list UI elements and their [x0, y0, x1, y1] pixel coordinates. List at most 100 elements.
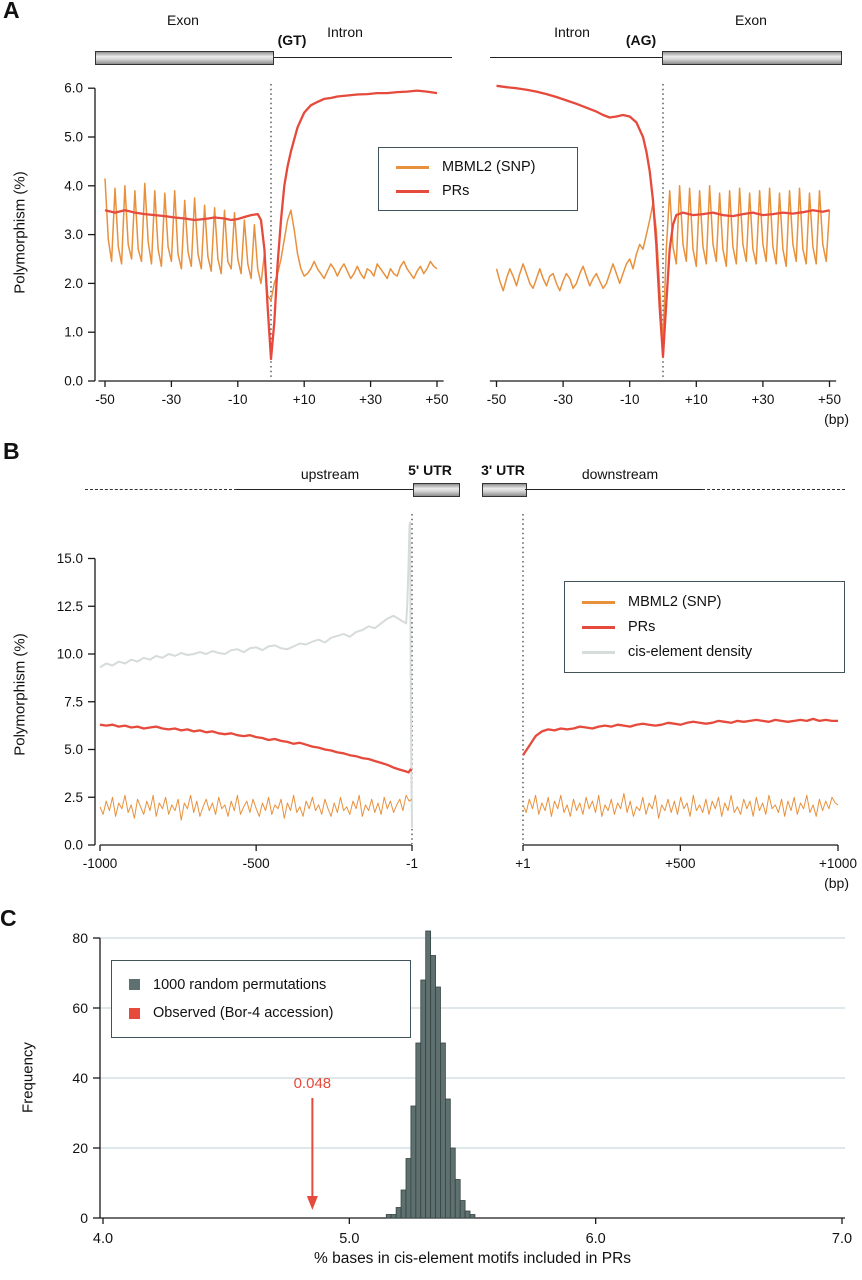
hist-bar [410, 1105, 417, 1219]
hist-bar [425, 930, 432, 1219]
svg-text:12.5: 12.5 [57, 599, 83, 614]
downstream-line [525, 489, 702, 490]
panel-c-chart: 0 20 40 60 80 4.0 5.0 6.0 7.0 0.048 [72, 930, 852, 1247]
panel-c-label: C [0, 905, 17, 931]
svg-text:(bp): (bp) [824, 875, 849, 891]
svg-text:6.0: 6.0 [64, 81, 83, 96]
svg-text:2.0: 2.0 [64, 276, 83, 291]
series-MBML2 (SNP) [522, 792, 839, 819]
hist-bar [435, 986, 441, 1219]
svg-text:15.0: 15.0 [57, 551, 83, 566]
exon-label-left: Exon [167, 12, 199, 28]
svg-text:+50: +50 [818, 392, 841, 407]
exon-label-right: Exon [735, 12, 767, 28]
svg-text:6.0: 6.0 [586, 1231, 606, 1247]
legend-item-cis-density: cis-element density [565, 644, 844, 660]
svg-text:+30: +30 [359, 392, 382, 407]
svg-text:5.0: 5.0 [64, 130, 83, 145]
svg-text:(bp): (bp) [824, 411, 849, 427]
legend-panel-c: 1000 random permutations Observed (Bor-4… [111, 960, 411, 1038]
svg-text:+500: +500 [665, 856, 695, 871]
svg-text:+10: +10 [685, 392, 708, 407]
legend-label: cis-element density [628, 644, 753, 660]
mbml2-line-swatch [396, 165, 429, 169]
hist-bar [420, 979, 427, 1219]
panel-c-y-axis-title: Frequency [19, 1042, 37, 1113]
svg-text:4.0: 4.0 [93, 1231, 113, 1247]
legend-label: PRs [628, 619, 656, 635]
hist-bar [459, 1200, 466, 1219]
svg-text:+10: +10 [293, 392, 316, 407]
legend-item-mbml2: MBML2 (SNP) [379, 159, 577, 175]
panel-b-chart: 0.0 2.5 5.0 7.5 10.0 12.5 15.0 -1000 -500 -1 +1 +50… [57, 514, 857, 891]
svg-text:-30: -30 [553, 392, 573, 407]
prs-line-swatch [582, 625, 615, 629]
cis-density-line-swatch [582, 650, 615, 654]
panel-b-label: B [3, 438, 20, 464]
hist-bar [449, 1147, 456, 1219]
hist-bar [390, 1214, 397, 1219]
intron-line-left [272, 57, 452, 58]
svg-text:7.0: 7.0 [832, 1231, 852, 1247]
svg-text:60: 60 [72, 1000, 88, 1016]
svg-text:5.0: 5.0 [339, 1231, 359, 1247]
utr5-label: 5' UTR [408, 462, 452, 478]
svg-text:10.0: 10.0 [57, 647, 83, 662]
legend-label: PRs [442, 183, 470, 199]
legend-label: Observed (Bor-4 accession) [153, 1005, 334, 1022]
panel-a-label: A [3, 0, 20, 23]
series-MBML2 (SNP) [99, 794, 413, 821]
panel-b-y-axis-title: Polymorphism (%) [11, 633, 29, 756]
intron-line-right [490, 57, 662, 58]
svg-text:40: 40 [72, 1070, 88, 1086]
hist-bar [469, 1214, 476, 1219]
intron-label-right: Intron [554, 24, 590, 40]
panel-c-x-axis-title: % bases in cis-element motifs included i… [313, 1250, 632, 1267]
legend-item-mbml2: MBML2 (SNP) [565, 594, 844, 610]
observed-square-swatch [129, 1007, 140, 1019]
svg-text:-50: -50 [487, 392, 507, 407]
svg-text:0.0: 0.0 [64, 374, 83, 389]
observed-arrowhead [306, 1196, 318, 1210]
hist-bar [444, 1098, 451, 1219]
hist-bar [405, 1158, 412, 1219]
svg-text:+50: +50 [426, 392, 449, 407]
hist-bar [464, 1210, 471, 1219]
svg-text:0.048: 0.048 [294, 1075, 332, 1092]
legend-panel-b: MBML2 (SNP) PRs cis-element density [564, 581, 845, 673]
svg-text:-500: -500 [243, 856, 270, 871]
hist-bar [415, 1042, 422, 1219]
utr5-bar [413, 483, 460, 497]
hist-bar [400, 1189, 407, 1219]
svg-text:0: 0 [80, 1210, 88, 1226]
svg-text:-10: -10 [228, 392, 248, 407]
prs-line-swatch [396, 189, 429, 193]
svg-text:0.0: 0.0 [64, 838, 83, 853]
downstream-label: downstream [581, 466, 659, 482]
mbml2-line-swatch [582, 600, 615, 604]
panel-a-chart: 0.0 1.0 2.0 3.0 4.0 5.0 6.0 -50 -30 -10 +10 +30 +50 -… [64, 81, 849, 427]
svg-text:-10: -10 [620, 392, 640, 407]
intron-label-left: Intron [327, 24, 363, 40]
legend-item-permutations: 1000 random permutations [112, 977, 410, 993]
permutations-square-swatch [129, 979, 140, 991]
exon-bar-left [95, 51, 274, 65]
svg-text:5.0: 5.0 [64, 742, 83, 757]
svg-text:7.5: 7.5 [64, 694, 83, 709]
svg-text:-50: -50 [95, 392, 115, 407]
series-PRs [496, 84, 830, 358]
legend-item-observed: Observed (Bor-4 accession) [112, 1005, 410, 1021]
ag-splice-label: (AG) [625, 32, 657, 48]
upstream-line [237, 489, 413, 490]
svg-text:+30: +30 [751, 392, 774, 407]
upstream-dashed-line [85, 489, 237, 490]
gt-splice-label: (GT) [277, 32, 307, 48]
hist-bar [454, 1179, 461, 1219]
svg-text:80: 80 [72, 930, 88, 946]
series-cis-element density [99, 521, 413, 828]
series-PRs [522, 717, 838, 756]
svg-text:-1000: -1000 [83, 856, 118, 871]
svg-text:2.5: 2.5 [64, 790, 83, 805]
